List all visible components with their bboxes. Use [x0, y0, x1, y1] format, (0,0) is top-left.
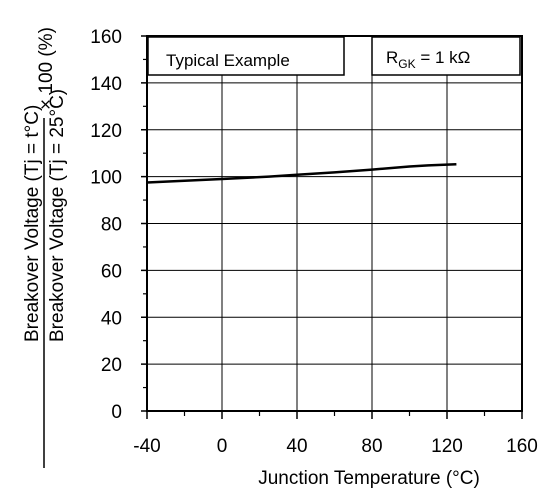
- x-tick-label: 0: [217, 436, 228, 457]
- annotation-box-left: [147, 36, 345, 76]
- y-tick-label: 60: [101, 261, 122, 282]
- x-tick-label: 40: [286, 436, 307, 457]
- tick-marks: [141, 35, 523, 419]
- series-line: [146, 162, 457, 184]
- annotation-typical-example: Typical Example: [166, 51, 290, 70]
- x-tick-labels: -40 0 40 80 120 160: [133, 436, 538, 457]
- x-axis-label: Junction Temperature (°C): [258, 468, 480, 489]
- x-tick-label: 80: [361, 436, 382, 457]
- y-axis-label: Breakover Voltage (Tj = t°C) Breakover V…: [22, 27, 68, 468]
- y-tick-labels: 0 20 40 60 80 100 120 140 160: [90, 27, 122, 423]
- y-axis-label-denominator: Breakover Voltage (Tj = 25°C): [47, 89, 68, 342]
- series-group: [146, 162, 457, 184]
- y-tick-label: 20: [101, 355, 122, 376]
- y-tick-label: 40: [101, 308, 122, 329]
- x-tick-label: 160: [506, 436, 538, 457]
- annotation-rgk: RGK = 1 kΩ: [386, 48, 470, 71]
- y-tick-label: 140: [90, 74, 122, 95]
- y-tick-label: 160: [90, 27, 122, 48]
- x-tick-label: 120: [431, 436, 463, 457]
- y-tick-label: 80: [101, 215, 122, 236]
- y-tick-label: 0: [111, 402, 122, 423]
- x-tick-label: -40: [133, 436, 160, 457]
- y-tick-label: 100: [90, 168, 122, 189]
- grid-lines: [147, 36, 522, 411]
- y-axis-label-numerator: Breakover Voltage (Tj = t°C): [22, 105, 43, 342]
- y-tick-label: 120: [90, 121, 122, 142]
- annotation-box-right: [371, 36, 521, 76]
- y-axis-label-suffix: × 100 (%): [36, 27, 57, 110]
